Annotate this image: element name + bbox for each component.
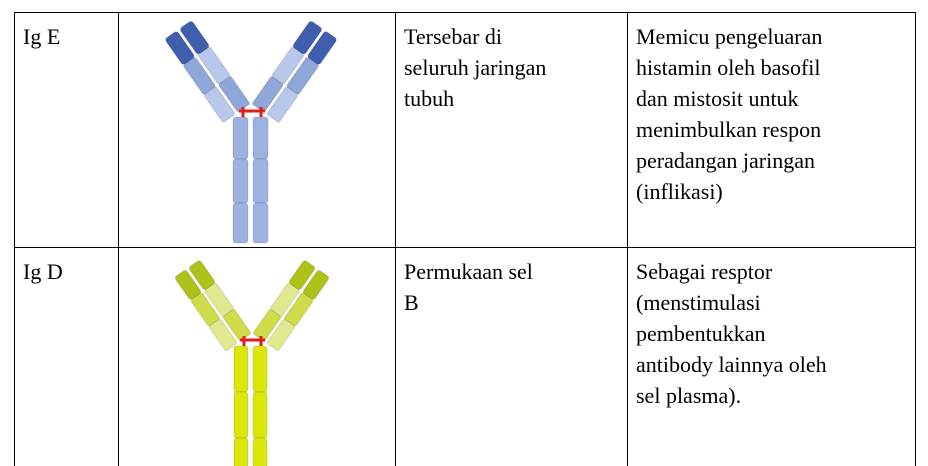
location-line: tubuh xyxy=(404,83,627,114)
antibody-icon xyxy=(119,248,395,466)
function-line: Sebagai resptor xyxy=(636,256,915,287)
cell: Permukaan sel B xyxy=(396,248,628,466)
location-line: Tersebar di xyxy=(404,21,627,52)
cell xyxy=(119,248,396,466)
function-line: Memicu pengeluaran xyxy=(636,21,915,52)
cell: Ig E xyxy=(15,13,119,248)
function-line: (menstimulasi xyxy=(636,287,915,318)
page: Ig E Tersebar di selu xyxy=(0,0,928,441)
function-line: antibody lainnya oleh xyxy=(636,349,915,380)
cell: Tersebar di seluruh jaringan tubuh xyxy=(396,13,628,248)
ig-name: Ig D xyxy=(23,256,118,287)
cell: Ig D xyxy=(15,248,119,466)
cell xyxy=(119,13,396,248)
row: Ig E Tersebar di selu xyxy=(15,13,916,248)
location-line: Permukaan sel xyxy=(404,256,627,287)
function-line: menimbulkan respon xyxy=(636,114,915,145)
location-line: seluruh jaringan xyxy=(404,52,627,83)
ig-name: Ig E xyxy=(23,21,118,52)
function-line: peradangan jaringan xyxy=(636,145,915,176)
row: Ig D Permukaan sel B xyxy=(15,248,916,466)
cell: Sebagai resptor (menstimulasi pembentukk… xyxy=(628,248,916,466)
function-line: histamin oleh basofil xyxy=(636,52,915,83)
function-line: sel plasma). xyxy=(636,380,915,411)
function-line: (inflikasi) xyxy=(636,176,915,207)
function-line: pembentukkan xyxy=(636,318,915,349)
antibody-icon xyxy=(119,13,395,247)
location-line: B xyxy=(404,287,627,318)
immunoglobulin-table: Ig E Tersebar di selu xyxy=(14,12,916,466)
cell: Memicu pengeluaran histamin oleh basofil… xyxy=(628,13,916,248)
function-line: dan mistosit untuk xyxy=(636,83,915,114)
